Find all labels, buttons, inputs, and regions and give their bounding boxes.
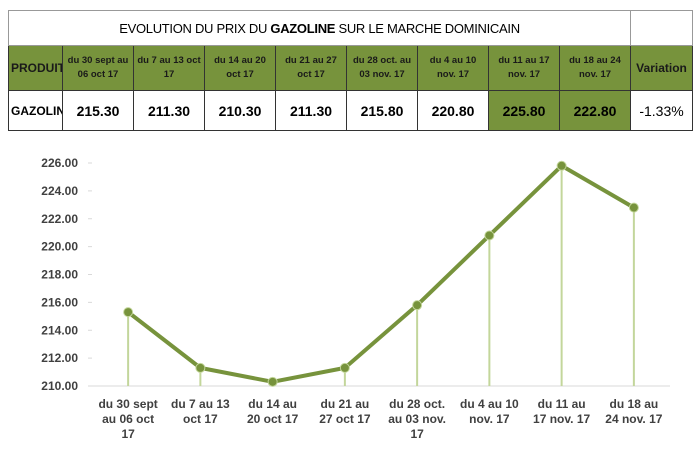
y-tick-label: 220.00: [41, 240, 78, 254]
x-tick-label: du 4 au 10 nov. 17: [460, 397, 519, 426]
header-cell: du 4 au 10 nov. 17: [417, 45, 489, 91]
point: [556, 160, 567, 171]
price-table: EVOLUTION DU PRIX DU GAZOLINE SUR LE MAR…: [7, 10, 694, 131]
header-cell: du 21 au 27 oct 17: [275, 45, 347, 91]
header-cell: du 14 au 20 oct 17: [204, 45, 276, 91]
empty-cell: [630, 10, 694, 46]
point: [484, 230, 495, 241]
header-cell: du 18 au 24 nov. 17: [558, 45, 632, 91]
line: [126, 163, 635, 384]
header-cell: du 7 au 13 oct 17: [133, 45, 205, 91]
x-tick-label: du 7 au 13 oct 17: [171, 397, 230, 426]
x-tick-label: du 21 au 27 oct 17: [319, 397, 371, 426]
y-tick-label: 210.00: [41, 379, 78, 393]
header-cell: du 28 oct. au 03 nov. 17: [346, 45, 418, 91]
data-cell: 210.30: [204, 90, 276, 131]
header-cell: Variation: [630, 45, 694, 91]
header-cell: PRODUITS: [8, 45, 63, 91]
data-cell: -1.33%: [630, 90, 694, 131]
data-row: GAZOLINE215.30211.30210.30211.30215.8022…: [8, 90, 694, 131]
header-cell: du 11 au 17 nov. 17: [488, 45, 560, 91]
data-cell: 215.80: [346, 90, 418, 131]
table-title: EVOLUTION DU PRIX DU GAZOLINE SUR LE MAR…: [7, 10, 632, 46]
point: [628, 202, 639, 213]
title-part: SUR LE MARCHE DOMINICAIN: [335, 20, 520, 36]
x-tick-label: du 14 au 20 oct 17: [247, 397, 299, 426]
title-part: GAZOLINE: [270, 20, 336, 36]
header-cell: du 30 sept au 06 oct 17: [62, 45, 134, 91]
data-cell: 211.30: [133, 90, 205, 131]
y-tick-label: 214.00: [41, 323, 78, 337]
point: [195, 362, 206, 373]
x-tick-label: du 28 oct. au 03 nov. 17: [388, 397, 446, 441]
point: [267, 376, 278, 387]
y-tick-label: 226.00: [41, 156, 78, 170]
point: [123, 307, 134, 318]
x-tick-label: du 18 au 24 nov. 17: [605, 397, 662, 426]
point: [339, 362, 350, 373]
y-tick-label: 218.00: [41, 268, 78, 282]
point: [412, 300, 423, 311]
y-tick-label: 224.00: [41, 184, 78, 198]
y-tick-label: 216.00: [41, 295, 78, 309]
x-tick-label: du 11 au 17 nov. 17: [533, 397, 590, 426]
data-cell: 225.80: [488, 90, 560, 131]
data-cell: 220.80: [417, 90, 489, 131]
y-tick-label: 222.00: [41, 212, 78, 226]
title-part: EVOLUTION DU PRIX DU: [119, 20, 271, 36]
title-row: EVOLUTION DU PRIX DU GAZOLINE SUR LE MAR…: [7, 10, 694, 46]
data-cell: 222.80: [558, 90, 632, 131]
data-cell: 215.30: [62, 90, 134, 131]
y-tick-label: 212.00: [41, 351, 78, 365]
x-tick-label: du 30 sept au 06 oct 17: [98, 397, 157, 441]
data-cell: 211.30: [275, 90, 347, 131]
data-cell: GAZOLINE: [8, 90, 63, 131]
